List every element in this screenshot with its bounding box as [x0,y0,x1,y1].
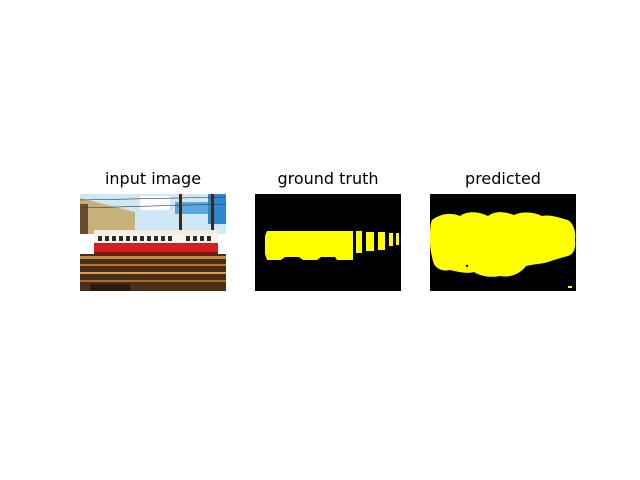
predicted-region [430,212,576,277]
tram-mask-segment-2 [366,232,374,251]
ground-truth-mask [255,194,401,291]
tram-mask-segment [356,231,362,253]
tram-mask-segment-5 [396,233,399,245]
track-rail-3 [80,272,226,274]
track-rail-4 [80,280,226,282]
predicted-mask [430,194,576,291]
ground-truth-title: ground truth [277,169,379,188]
predicted-mask-image [430,194,576,291]
tram-underframe [94,252,218,254]
tram-mask-region [265,231,353,260]
track-rail [80,256,226,259]
predicted-speck [568,286,572,288]
predicted-title: predicted [465,169,541,188]
track-rail-2 [80,264,226,266]
overhead-wire-2 [80,203,226,209]
input-image [80,194,226,291]
ground-truth-mask-image [255,194,401,291]
sky-patch-right [208,194,226,224]
tram-mask-segment-4 [389,233,393,246]
input-image-title: input image [104,169,202,188]
tram-windows [98,236,211,241]
input-image-photo [80,194,226,291]
ground-shadow [90,284,130,291]
predicted-hole [465,264,469,268]
building [80,198,135,234]
tram-red-body [94,243,218,254]
cloud [140,196,170,210]
overhead-wire [80,196,226,201]
building-edge [80,204,88,234]
tram-mask-segment-3 [378,232,385,250]
